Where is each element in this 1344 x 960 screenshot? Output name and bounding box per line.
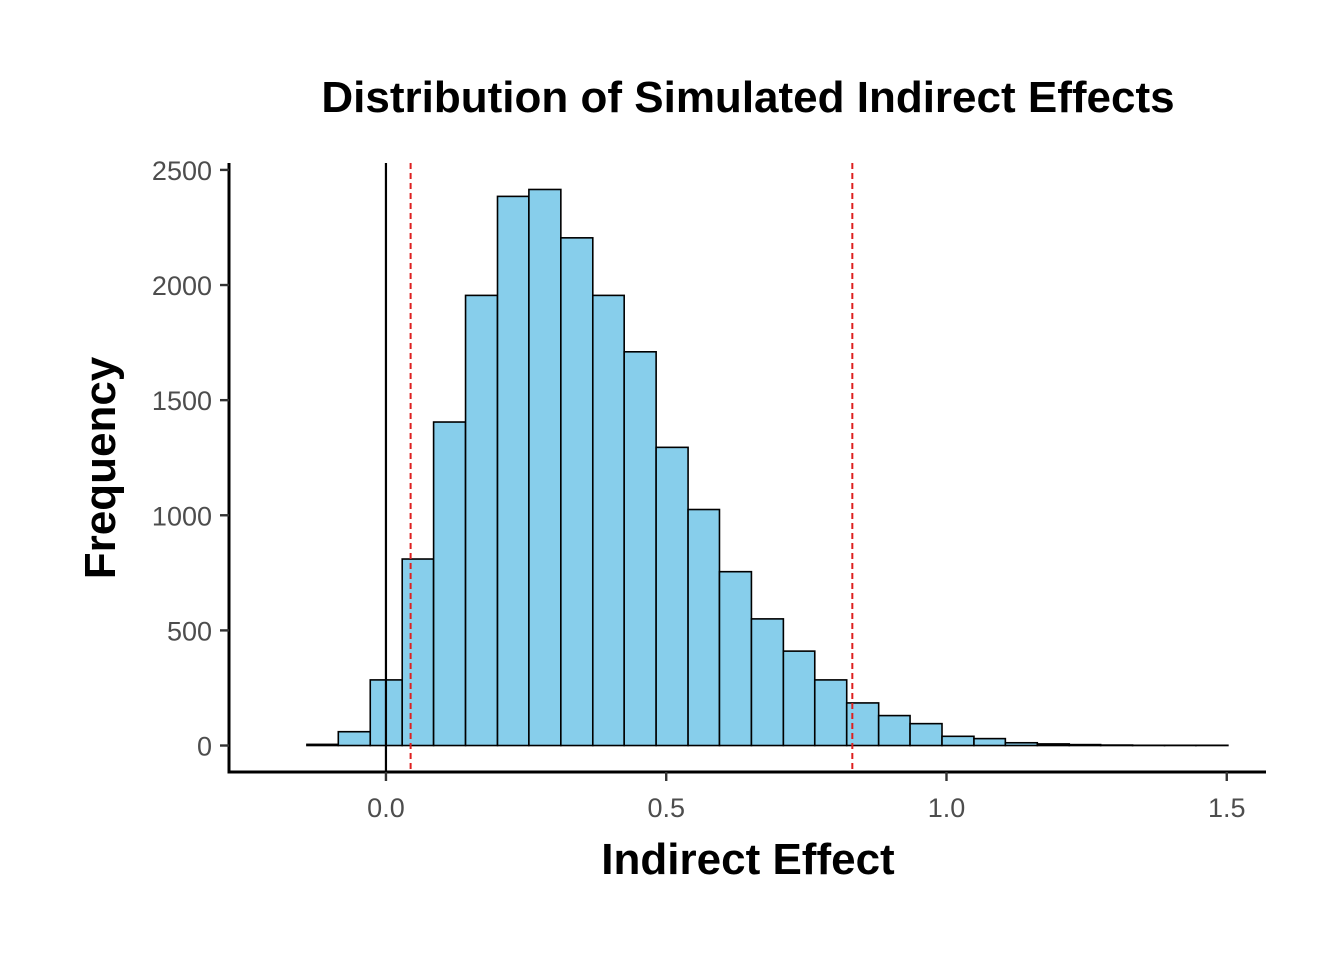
histogram-bar-25 <box>1068 743 1102 747</box>
x-tick-label-3: 1.5 <box>1208 793 1246 823</box>
histogram-bar-2 <box>337 730 372 747</box>
histogram-bar-16 <box>782 650 816 747</box>
plot-area: 0.0 0.5 1.0 1.5 0 500 1000 1500 2000 2500 <box>152 156 1266 823</box>
histogram-bar-9 <box>560 237 594 747</box>
histogram-bar-12 <box>655 446 689 747</box>
histogram-bar-24 <box>1036 743 1071 747</box>
y-tick-label-0: 0 <box>197 732 212 762</box>
histogram-bar-15 <box>750 618 785 747</box>
histogram-bar-21 <box>941 735 975 747</box>
histogram-bar-14 <box>718 570 753 747</box>
histogram-bar-19 <box>877 714 911 747</box>
histogram-bar-11 <box>623 351 657 747</box>
y-tick-label-1: 500 <box>167 616 212 646</box>
histogram-bar-6 <box>464 294 499 747</box>
y-tick-label-5: 2500 <box>152 156 212 186</box>
histogram-bar-4 <box>401 558 435 747</box>
y-tick-label-3: 1500 <box>152 386 212 416</box>
histogram-bar-13 <box>687 508 721 747</box>
x-tick-label-1: 0.5 <box>647 793 685 823</box>
histogram-bar-1 <box>306 743 340 747</box>
histogram-bar-23 <box>1004 741 1039 747</box>
y-tick-label-2: 1000 <box>152 501 212 531</box>
y-tick-label-4: 2000 <box>152 271 212 301</box>
chart-title: Distribution of Simulated Indirect Effec… <box>321 73 1174 122</box>
x-tick-label-0: 0.0 <box>367 793 405 823</box>
histogram-bar-8 <box>528 188 562 747</box>
histogram-bar-22 <box>973 737 1007 747</box>
histogram-bar-20 <box>909 722 943 747</box>
x-axis-title: Indirect Effect <box>601 835 895 884</box>
histogram-bar-7 <box>496 195 530 747</box>
histogram-bar-5 <box>432 421 467 747</box>
histogram-bar-17 <box>813 679 848 747</box>
x-tick-label-2: 1.0 <box>928 793 966 823</box>
histogram-bar-10 <box>591 294 625 747</box>
y-axis-title: Frequency <box>76 356 125 579</box>
